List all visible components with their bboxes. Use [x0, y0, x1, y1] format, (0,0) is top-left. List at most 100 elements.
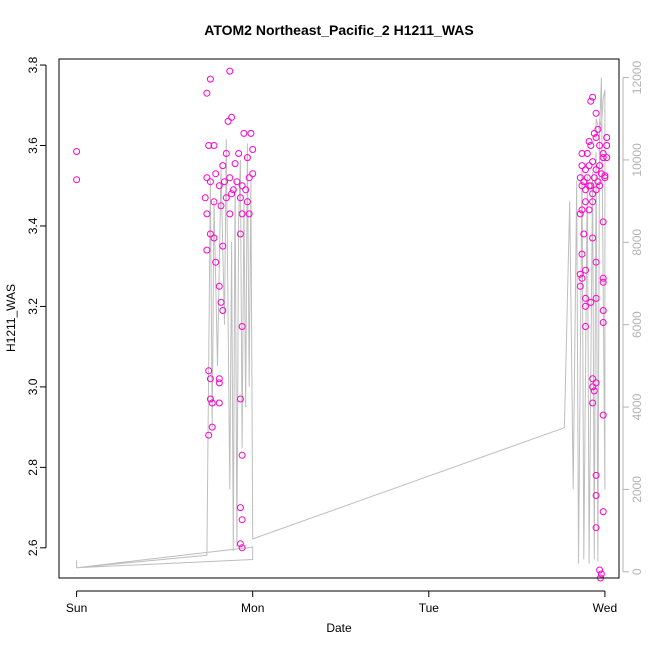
data-point: [596, 182, 604, 190]
data-point: [585, 162, 593, 170]
x-tick-label: Sun: [66, 601, 87, 615]
data-point: [592, 134, 600, 141]
data-point: [228, 190, 236, 198]
y-axis-right: 0 2000 4000 6000 8000 10000 12000: [622, 61, 644, 575]
data-point: [210, 198, 218, 206]
data-point: [587, 97, 595, 105]
data-point: [599, 154, 607, 162]
x-tick-label: Mon: [241, 601, 264, 615]
data-points-group: [73, 67, 611, 582]
plot-frame: [58, 58, 620, 579]
data-point: [594, 125, 602, 133]
data-point: [208, 399, 216, 407]
data-point: [219, 307, 227, 314]
data-point: [206, 178, 214, 186]
data-point: [201, 194, 209, 202]
data-point: [231, 160, 239, 168]
altitude-line-group: [76, 77, 606, 569]
data-point: [215, 282, 223, 290]
data-point: [603, 154, 611, 162]
data-point: [599, 278, 607, 286]
data-point: [587, 142, 595, 149]
data-point: [236, 194, 244, 202]
data-point: [576, 174, 584, 182]
data-point: [594, 178, 602, 186]
data-point: [240, 129, 248, 137]
data-point: [206, 75, 214, 83]
data-point: [592, 379, 600, 387]
data-point: [215, 182, 223, 190]
data-point: [238, 451, 246, 459]
y-axis-label: H1211_WAS: [4, 284, 18, 352]
data-point: [222, 150, 230, 157]
y-tick-label: 3.2: [26, 298, 40, 315]
data-point: [238, 516, 246, 524]
data-point: [599, 508, 607, 516]
data-point: [238, 544, 246, 552]
y-tick-label: 2.6: [26, 539, 40, 556]
data-point: [236, 395, 244, 403]
data-point: [603, 142, 611, 149]
y2-tick-label: 10000: [630, 143, 644, 177]
data-point: [582, 266, 589, 274]
data-point: [73, 176, 81, 184]
data-point: [238, 323, 246, 330]
y2-tick-label: 0: [630, 568, 644, 575]
data-point: [582, 198, 589, 206]
data-point: [578, 274, 586, 282]
x-axis-label: Date: [326, 621, 352, 635]
data-point: [578, 250, 586, 258]
data-point: [233, 178, 241, 186]
data-point: [205, 142, 213, 149]
data-point: [203, 89, 211, 97]
data-point: [601, 174, 609, 182]
data-point: [228, 113, 236, 121]
data-point: [589, 399, 597, 407]
data-point: [596, 162, 604, 170]
data-point: [599, 150, 607, 157]
data-point: [578, 162, 586, 170]
data-point: [222, 194, 230, 202]
data-point: [215, 379, 223, 387]
y-tick-label: 3.6: [26, 137, 40, 154]
data-point: [206, 395, 214, 403]
data-point: [224, 117, 232, 125]
data-point: [219, 242, 227, 250]
y-tick-label: 2.8: [26, 459, 40, 476]
data-point: [599, 307, 607, 314]
data-point: [592, 186, 600, 194]
data-point: [243, 154, 251, 162]
data-point: [243, 198, 251, 206]
data-point: [590, 129, 598, 137]
data-point: [576, 282, 584, 290]
data-point: [592, 524, 600, 532]
data-point: [219, 162, 227, 170]
data-point: [236, 230, 244, 238]
data-point: [226, 67, 234, 75]
data-point: [592, 471, 600, 479]
data-point: [242, 186, 250, 194]
data-point: [582, 294, 589, 302]
data-point: [576, 270, 584, 278]
data-point: [589, 383, 597, 391]
data-point: [585, 138, 593, 145]
data-point: [578, 182, 586, 190]
data-point: [73, 148, 81, 155]
data-point: [212, 170, 220, 178]
altitude-line: [76, 77, 606, 569]
data-point: [589, 198, 597, 206]
data-point: [582, 166, 589, 174]
data-point: [585, 182, 593, 190]
data-point: [583, 150, 591, 157]
data-point: [245, 210, 253, 218]
y2-tick-label: 6000: [630, 311, 644, 338]
data-point: [583, 174, 591, 182]
y2-tick-label: 12000: [630, 61, 644, 95]
data-point: [590, 174, 598, 182]
data-point: [208, 423, 216, 431]
data-point: [236, 540, 244, 548]
data-point: [582, 186, 589, 194]
data-point: [587, 298, 595, 306]
data-point: [206, 230, 214, 238]
